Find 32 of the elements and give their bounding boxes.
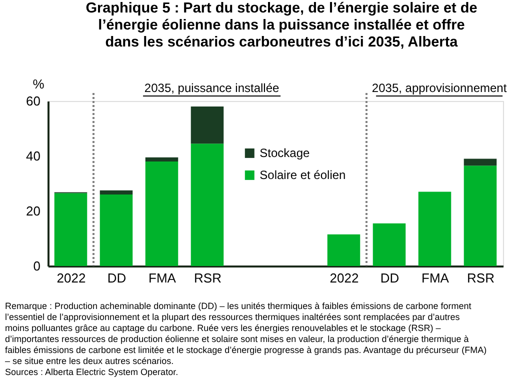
text: 2035, puissance installée — [144, 81, 280, 95]
x-tick-label: RSR — [467, 270, 494, 286]
bar — [464, 158, 497, 166]
bar — [372, 223, 406, 266]
x-tick-label: FMA — [422, 270, 450, 286]
legend-label: Stockage — [260, 146, 310, 160]
y-tick-label: 40 — [26, 148, 40, 164]
x-tick-label: FMA — [148, 270, 176, 286]
bar — [327, 234, 360, 266]
text: Remarque : Production acheminable dominante (DD) – les unités thermiques à faibles émissions de carbone forment l’essentiel de l’approvisionnement et la plupart des ressources thermiques inaltérées sont remplacées par d’autres moins polluantes grâce au captage du carbone. Ruée vers les énergies renouvelables et le stockage (RSR) – d’importantes ressources de production éolienne et solaire sont mises en valeur, la production d’énergie thermique à faibles émissions de carbone est limitée et le stockage d’énergie progresse à grands pas. Avantage du précurseur (FMA) – se situe entre les deux autres scénarios. — [5, 301, 487, 366]
y-tick-label: 60 — [26, 94, 40, 108]
bar — [145, 162, 178, 266]
source-note: Sources : Alberta Electric System Operator. — [5, 367, 178, 377]
bar — [190, 144, 224, 266]
y-tick-label: 0 — [33, 258, 40, 274]
y-axis-title: % — [32, 76, 45, 92]
bar — [464, 166, 497, 266]
legend-label: Solaire et éolien — [260, 168, 346, 182]
x-tick-label: DD — [107, 270, 126, 286]
chart-title: Graphique 5 : Part du stockage, de l’énergie solaire et de l’énergie éolienne dans la puissance installée et offre dans les scénarios carboneutres d’ici 2035, Alberta — [86, 0, 478, 50]
text: 2035, approvisionnement — [372, 81, 508, 95]
bar — [190, 106, 224, 144]
x-tick-label: 2022 — [56, 270, 86, 286]
bar — [54, 193, 88, 266]
x-tick-label: DD — [380, 270, 400, 286]
y-tick-label: 20 — [26, 204, 40, 218]
x-tick-label: RSR — [194, 270, 222, 286]
bar — [100, 194, 133, 266]
bar — [100, 190, 133, 194]
bar — [418, 192, 452, 266]
x-tick-label: 2022 — [330, 270, 359, 286]
bar — [145, 157, 178, 162]
